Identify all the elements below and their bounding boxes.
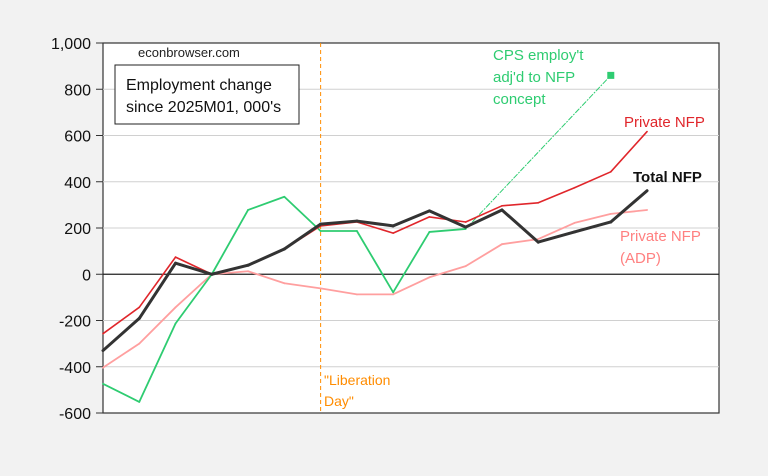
- series-segment-private-nfp: [573, 171, 612, 189]
- series-segment-private-nfp-adp-: [138, 306, 177, 345]
- y-tick-label: -400: [59, 360, 91, 377]
- series-segment-cps-employ-t-adj-d-to-nfp-concept: [465, 74, 612, 230]
- series-segment-total-nfp: [210, 263, 250, 276]
- series-label-line: Total NFP: [633, 169, 702, 186]
- series-segment-private-nfp: [609, 130, 648, 173]
- title-line: since 2025M01, 000's: [126, 99, 281, 116]
- series-segment-cps-employ-t-adj-d-to-nfp-concept: [174, 273, 213, 325]
- series-segment-cps-employ-t-adj-d-to-nfp-concept: [102, 382, 141, 403]
- series-segment-private-nfp: [537, 186, 576, 204]
- series-segment-private-nfp-adp-: [428, 265, 467, 279]
- series-label-line: CPS employ't: [493, 47, 584, 64]
- title-line: Employment change: [126, 77, 272, 94]
- series-label-line: concept: [493, 91, 546, 108]
- series-segment-total-nfp: [174, 261, 214, 276]
- series-segment-cps-employ-t-adj-d-to-nfp-concept: [355, 230, 395, 294]
- series-segment-private-nfp-adp-: [283, 282, 322, 290]
- series-segment-total-nfp: [246, 247, 286, 267]
- series-label: Private NFP: [624, 114, 705, 131]
- series-segment-private-nfp: [464, 205, 503, 223]
- series-segment-total-nfp: [391, 209, 431, 228]
- series-segment-private-nfp: [501, 201, 540, 207]
- series-label: CPS employ't adj'd to NFP concept: [493, 47, 584, 108]
- series-segment-private-nfp-adp-: [247, 270, 286, 285]
- y-tick-label: 800: [64, 82, 91, 99]
- series-segment-private-nfp: [392, 216, 431, 234]
- series-segment-total-nfp: [427, 209, 468, 229]
- series-segment-total-nfp: [137, 261, 178, 320]
- watermark: econbrowser.com: [138, 45, 240, 60]
- y-tick-label: -200: [59, 314, 91, 331]
- y-tick-label: 0: [82, 267, 91, 284]
- title-box: [114, 64, 300, 125]
- y-tick-label: 1,000: [51, 36, 91, 53]
- series-segment-total-nfp: [319, 219, 359, 226]
- series-segment-private-nfp-adp-: [573, 212, 612, 224]
- series-segment-private-nfp-adp-: [174, 273, 213, 309]
- series-segment-total-nfp: [282, 222, 323, 251]
- series-segment-private-nfp: [138, 256, 177, 309]
- liberation-day-label: "Liberation Day": [324, 372, 390, 409]
- series-label: Total NFP: [633, 169, 702, 186]
- series-segment-private-nfp: [102, 306, 141, 335]
- series-segment-total-nfp: [536, 230, 577, 244]
- series-segment-private-nfp-adp-: [319, 287, 358, 296]
- cps-latest-marker: [607, 71, 615, 79]
- series-segment-cps-employ-t-adj-d-to-nfp-concept: [283, 195, 322, 232]
- series-label-line: Private NFP: [624, 114, 705, 131]
- series-segment-private-nfp-adp-: [464, 243, 503, 268]
- series-segment-total-nfp: [355, 219, 395, 228]
- series-segment-total-nfp: [609, 189, 649, 224]
- y-tick-label: 200: [64, 221, 91, 238]
- series-label-line: Private NFP: [620, 228, 701, 245]
- chart-title: Employment change since 2025M01, 000's: [126, 77, 281, 116]
- series-segment-private-nfp-adp-: [609, 209, 648, 215]
- series-segment-cps-employ-t-adj-d-to-nfp-concept: [210, 209, 249, 276]
- series-segment-cps-employ-t-adj-d-to-nfp-concept: [392, 231, 431, 294]
- series-segment-private-nfp-adp-: [102, 342, 141, 369]
- y-tick-label: 400: [64, 175, 91, 192]
- series-segment-private-nfp-adp-: [537, 222, 576, 241]
- series-segment-total-nfp: [573, 220, 613, 234]
- annotation-line: "Liberation: [324, 372, 390, 388]
- series-segment-cps-employ-t-adj-d-to-nfp-concept: [138, 322, 177, 403]
- series-segment-total-nfp: [101, 316, 141, 353]
- series-segment-total-nfp: [500, 208, 540, 244]
- series-segment-private-nfp: [356, 221, 394, 234]
- series-segment-cps-employ-t-adj-d-to-nfp-concept: [428, 228, 467, 233]
- series-label-line: (ADP): [620, 250, 661, 267]
- annotation-line: Day": [324, 393, 354, 409]
- y-tick-label: 600: [64, 129, 91, 146]
- series-label-line: adj'd to NFP: [493, 69, 575, 86]
- y-tick-label: -600: [59, 406, 91, 423]
- series-segment-private-nfp-adp-: [392, 276, 431, 296]
- series-segment-total-nfp: [464, 208, 504, 229]
- series-segment-private-nfp-adp-: [501, 238, 540, 246]
- series-label: Private NFP (ADP): [620, 228, 701, 267]
- series-segment-cps-employ-t-adj-d-to-nfp-concept: [247, 195, 286, 211]
